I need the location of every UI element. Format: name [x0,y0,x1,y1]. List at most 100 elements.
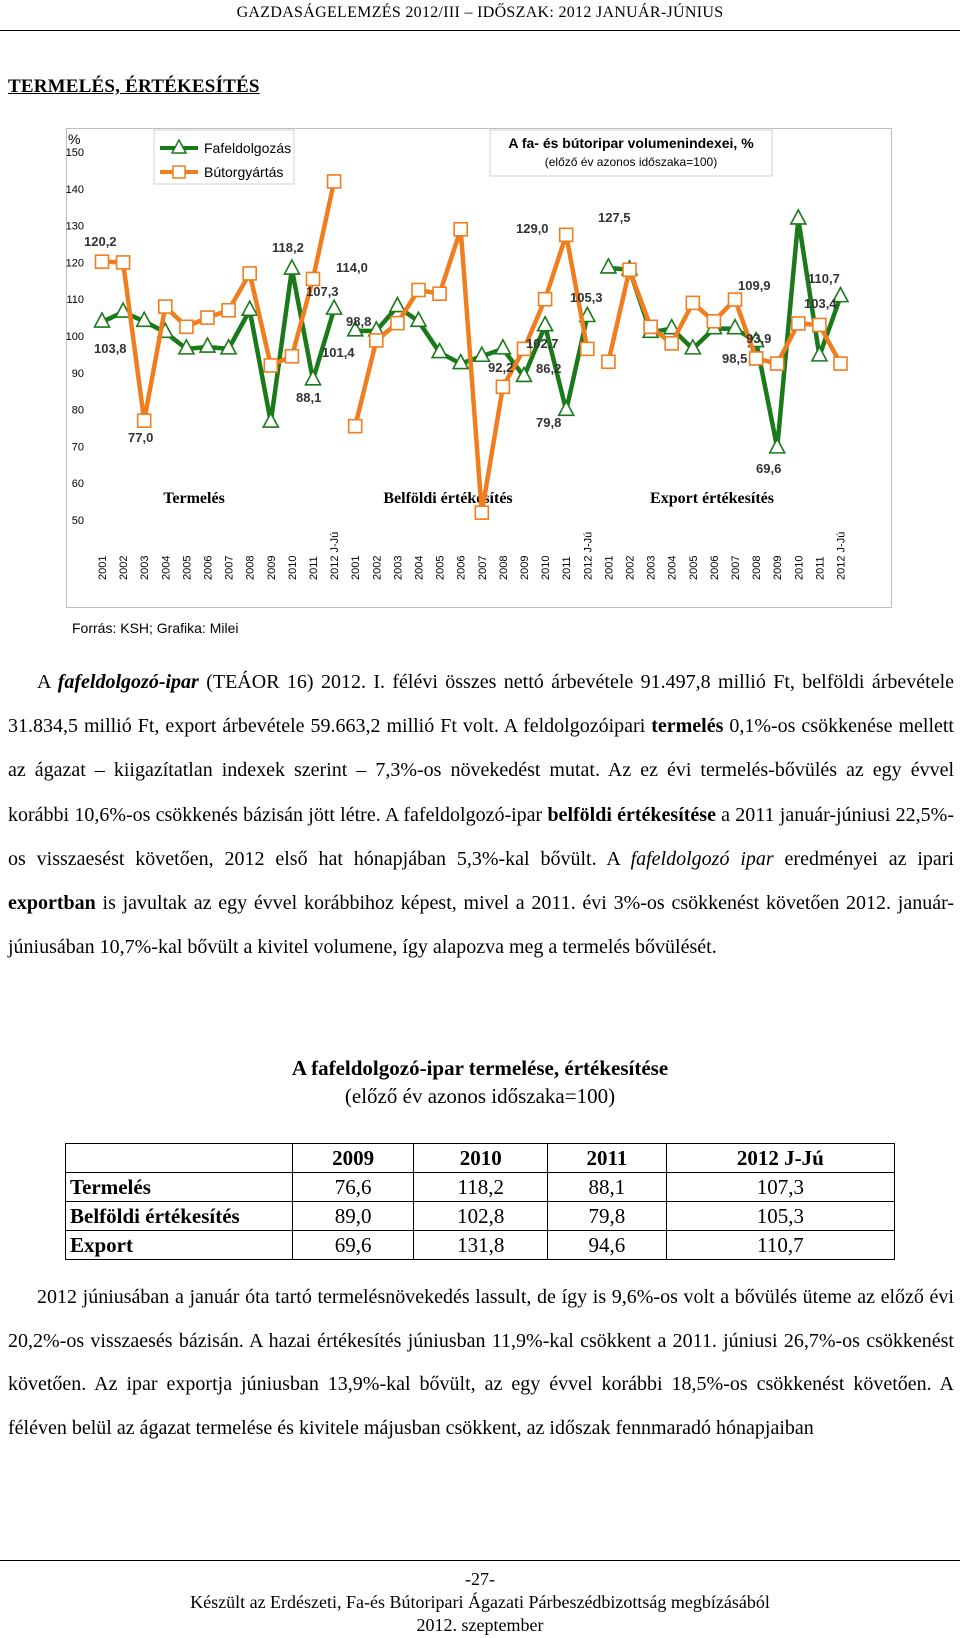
x-tick-label: 2010 [287,556,299,580]
data-point-triangle [388,295,407,313]
source-note: Forrás: KSH; Grafika: Milei [72,620,239,636]
running-head-text: GAZDASÁGELEMZÉS 2012/III – IDŐSZAK: 2012… [236,4,724,21]
x-tick-label: 2011 [561,556,573,580]
y-tick-label: 60 [72,478,84,490]
x-tick-label: 2004 [667,556,679,580]
data-point-triangle [451,352,470,370]
x-tick-label: 2003 [646,556,658,580]
data-point-square [495,379,511,395]
table-cell: 69,6 [291,1230,415,1260]
group-label: Termelés [163,490,225,507]
x-tick-label: 2009 [772,556,784,580]
table-title: A fafeldolgozó-ipar termelése, értékesít… [0,1054,960,1110]
x-tick-label: 2007 [477,556,489,580]
table-row: Belföldi értékesítés 89,0 102,8 79,8 105… [65,1201,896,1231]
x-tick-label: 2006 [203,556,215,580]
x-tick-label: 2002 [118,556,130,580]
x-tick-label: 2002 [371,556,383,580]
data-point-triangle [346,320,365,337]
data-point-square [200,310,215,325]
data-point-square [115,255,131,270]
table-cell: 94,6 [547,1230,667,1260]
data-point-triangle [240,299,259,317]
x-tick-label: 2003 [392,556,404,580]
data-point-square [221,302,236,318]
data-label: 102,7 [526,336,559,351]
data-label: 93,9 [746,331,771,346]
data-label: 118,2 [272,240,304,255]
x-tick-label: 2005 [688,556,700,580]
data-point-triangle [831,285,850,303]
page-footer: -27- Készült az Erdészeti, Fa-és Bútorip… [0,1568,960,1637]
footer-line-1: Készült az Erdészeti, Fa-és Bútoripari Á… [190,1592,770,1612]
y-tick-label: 50 [72,515,84,527]
table-cell: 107,3 [665,1172,896,1202]
data-point-triangle [557,399,576,417]
section-title: TERMELÉS, ÉRTÉKESÍTÉS [8,76,260,97]
data-point-square [158,299,173,314]
data-label: 107,3 [306,284,339,299]
table-header-row: 2009 2010 2011 2012 J-Jú [65,1143,896,1173]
data-point-square [727,292,743,307]
data-point-square [94,254,110,269]
x-tick-label: 2008 [245,556,257,580]
x-tick-label: 2010 [793,556,805,580]
data-point-triangle [494,338,512,355]
table-cell: 88,1 [547,1172,667,1202]
data-point-square [390,315,405,331]
data-point-square [664,336,680,351]
title-box [489,129,773,177]
chart-frame [66,128,892,608]
data-point-triangle [304,369,322,386]
paragraph-1: A fafeldolgozó-ipar (TEÁOR 16) 2012. I. … [8,660,954,969]
x-tick-label: 2007 [730,556,742,580]
data-point-triangle [789,208,808,225]
data-point-square [769,356,785,371]
data-point-square [179,319,194,335]
x-tick-label: 2001 [603,556,615,580]
data-label: 103,8 [94,341,127,356]
data-point-triangle [325,298,343,315]
data-point-square [136,413,152,428]
table-header-cell: 2012 J-Jú [665,1143,896,1173]
data-point-triangle [430,341,449,359]
data-point-square [411,282,426,298]
x-tick-label: 2010 [540,556,552,580]
table-cell: 131,8 [413,1230,549,1260]
paragraph-2-text: 2012 júniusában a január óta tartó terme… [8,1286,954,1440]
data-label: 98,5 [722,351,747,366]
data-label: 98,8 [346,314,371,329]
x-tick-label: 2005 [435,556,447,580]
x-tick-label: 2002 [625,556,637,580]
x-tick-label: 2009 [266,556,278,580]
paragraph-2: 2012 júniusában a január óta tartó terme… [8,1276,954,1451]
table-header-cell: 2011 [547,1143,667,1173]
legend-marker [170,138,188,154]
data-point-square [812,317,827,333]
x-tick-label: 2011 [308,556,320,580]
data-label: 86,2 [536,361,561,376]
table-cell: 102,8 [413,1201,549,1231]
data-label: 79,8 [536,415,561,430]
data-label: 114,0 [336,260,368,275]
y-tick-label: 140 [66,184,84,196]
data-table: 2009 2010 2011 2012 J-Jú Termelés 76,6 1… [65,1143,896,1260]
data-point-triangle [515,365,533,383]
table-title-sub: (előző év azonos időszaka=100) [344,1084,616,1108]
data-point-square [643,319,658,335]
data-point-square [622,262,637,278]
data-point-square [601,354,616,370]
data-label: 101,4 [322,345,355,360]
x-tick-label: 2001 [97,556,109,580]
data-label: 127,5 [598,210,631,225]
table-row-label: Belföldi értékesítés [65,1201,293,1231]
table-header-cell: 2009 [291,1143,415,1173]
y-tick-label: 130 [66,221,84,233]
data-label: 105,3 [570,290,603,305]
data-label: 92,2 [488,360,513,375]
x-tick-label: 2012 J-Jú [582,532,594,580]
table-title-main: A fafeldolgozó-ipar termelése, értékesít… [291,1056,669,1080]
x-tick-label: 2004 [414,556,426,580]
table-cell: 76,6 [291,1172,415,1202]
data-point-square [305,271,321,287]
